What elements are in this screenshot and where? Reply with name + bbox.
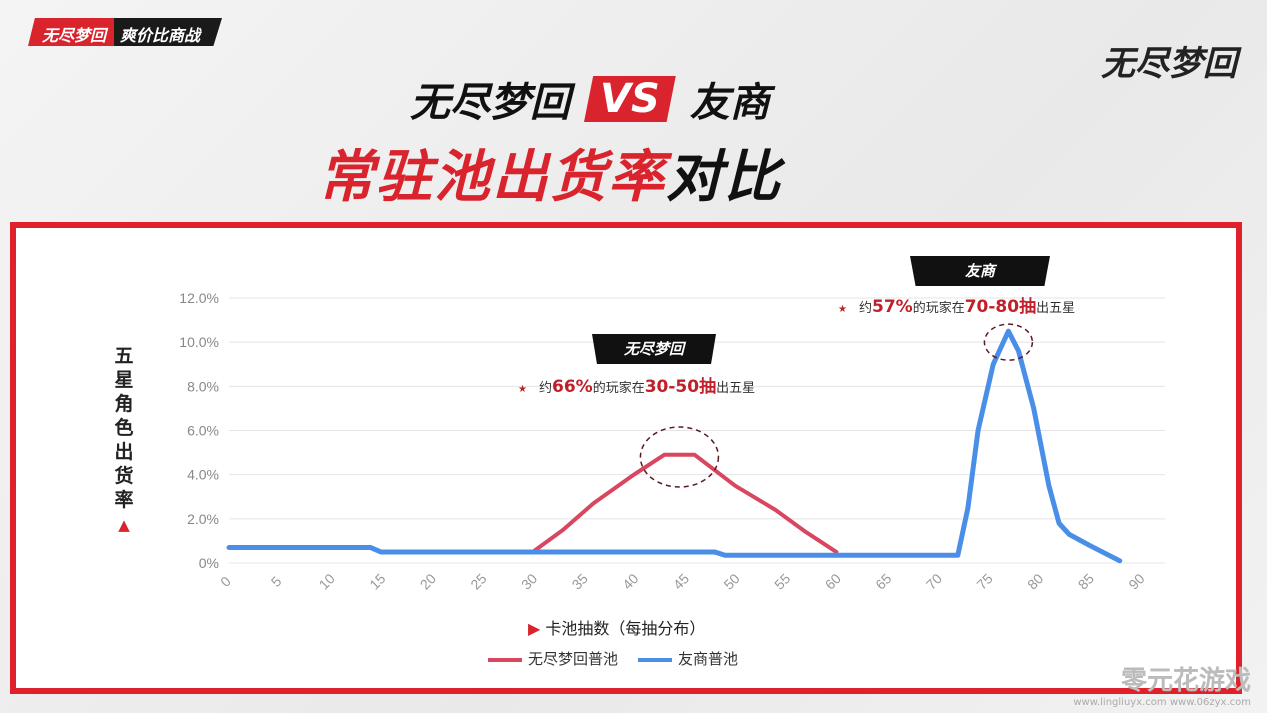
y-tick-label: 2.0% bbox=[187, 511, 219, 527]
x-tick-label: 10 bbox=[316, 570, 338, 592]
x-tick-label: 45 bbox=[670, 570, 692, 592]
x-tick-label: 30 bbox=[518, 570, 540, 592]
legend: 无尽梦回普池 友商普池 bbox=[488, 648, 738, 669]
x-tick-label: 15 bbox=[366, 570, 388, 592]
watermark: 零元花游戏 www.lingliuyx.com www.06zyx.com bbox=[1073, 666, 1251, 708]
x-tick-label: 35 bbox=[569, 570, 591, 592]
legend-item-wjmh: 无尽梦回普池 bbox=[488, 648, 618, 669]
x-tick-label: 5 bbox=[268, 573, 285, 590]
x-tick-label: 25 bbox=[467, 570, 489, 592]
x-tick-label: 65 bbox=[872, 570, 894, 592]
badge-wjmh: 无尽梦回 bbox=[592, 334, 716, 364]
x-tick-label: 75 bbox=[973, 570, 995, 592]
tag-brand: 无尽梦回 bbox=[28, 18, 115, 46]
triangle-up-icon: ▲ bbox=[118, 516, 130, 534]
note-ys: ★ 约57%的玩家在70-80抽出五星 bbox=[838, 297, 1076, 317]
chart-panel bbox=[10, 222, 1242, 694]
y-tick-label: 4.0% bbox=[187, 467, 219, 483]
badge-ys: 友商 bbox=[910, 256, 1050, 286]
x-tick-label: 85 bbox=[1075, 570, 1097, 592]
y-tick-label: 6.0% bbox=[187, 423, 219, 439]
legend-item-ys: 友商普池 bbox=[638, 648, 738, 669]
star-icon: ★ bbox=[838, 304, 847, 315]
x-tick-label: 20 bbox=[417, 570, 439, 592]
highlight-circle bbox=[983, 323, 1034, 361]
x-tick-label: 80 bbox=[1024, 570, 1046, 592]
title-right: 友商 bbox=[689, 80, 770, 126]
x-tick-label: 0 bbox=[217, 573, 234, 590]
x-tick-label: 40 bbox=[619, 570, 641, 592]
title-left: 无尽梦回 bbox=[410, 80, 570, 126]
y-tick-label: 0% bbox=[199, 555, 219, 571]
x-tick-label: 90 bbox=[1125, 570, 1147, 592]
title-vs: VS bbox=[584, 76, 676, 122]
x-tick-label: 60 bbox=[822, 570, 844, 592]
subtitle-red: 常驻池出货率 bbox=[318, 145, 666, 210]
y-tick-label: 12.0% bbox=[179, 290, 219, 306]
y-tick-label: 8.0% bbox=[187, 378, 219, 394]
highlight-circle bbox=[639, 426, 720, 488]
page-title: 无尽梦回 VS 友商 bbox=[410, 70, 770, 128]
y-tick-label: 10.0% bbox=[179, 334, 219, 350]
game-logo: 无尽梦回 bbox=[1101, 44, 1237, 84]
series-line bbox=[530, 452, 839, 554]
x-tick-label: 50 bbox=[720, 570, 742, 592]
subtitle-black: 对比 bbox=[666, 145, 782, 210]
x-axis-label: ▶ 卡池抽数（每抽分布） bbox=[528, 619, 706, 638]
note-wjmh: ★ 约66%的玩家在30-50抽出五星 bbox=[518, 377, 756, 397]
series-line bbox=[226, 328, 1123, 564]
header-tag: 无尽梦回 爽价比商战 bbox=[28, 18, 223, 46]
y-axis-label: 五星角色出货率 ▲ bbox=[114, 345, 134, 534]
star-icon: ★ bbox=[518, 384, 527, 395]
x-tick-label: 55 bbox=[771, 570, 793, 592]
x-tick-label: 70 bbox=[923, 570, 945, 592]
page-subtitle: 常驻池出货率对比 bbox=[318, 132, 782, 213]
triangle-right-icon: ▶ bbox=[528, 619, 541, 638]
tag-subtitle: 爽价比商战 bbox=[114, 18, 223, 46]
